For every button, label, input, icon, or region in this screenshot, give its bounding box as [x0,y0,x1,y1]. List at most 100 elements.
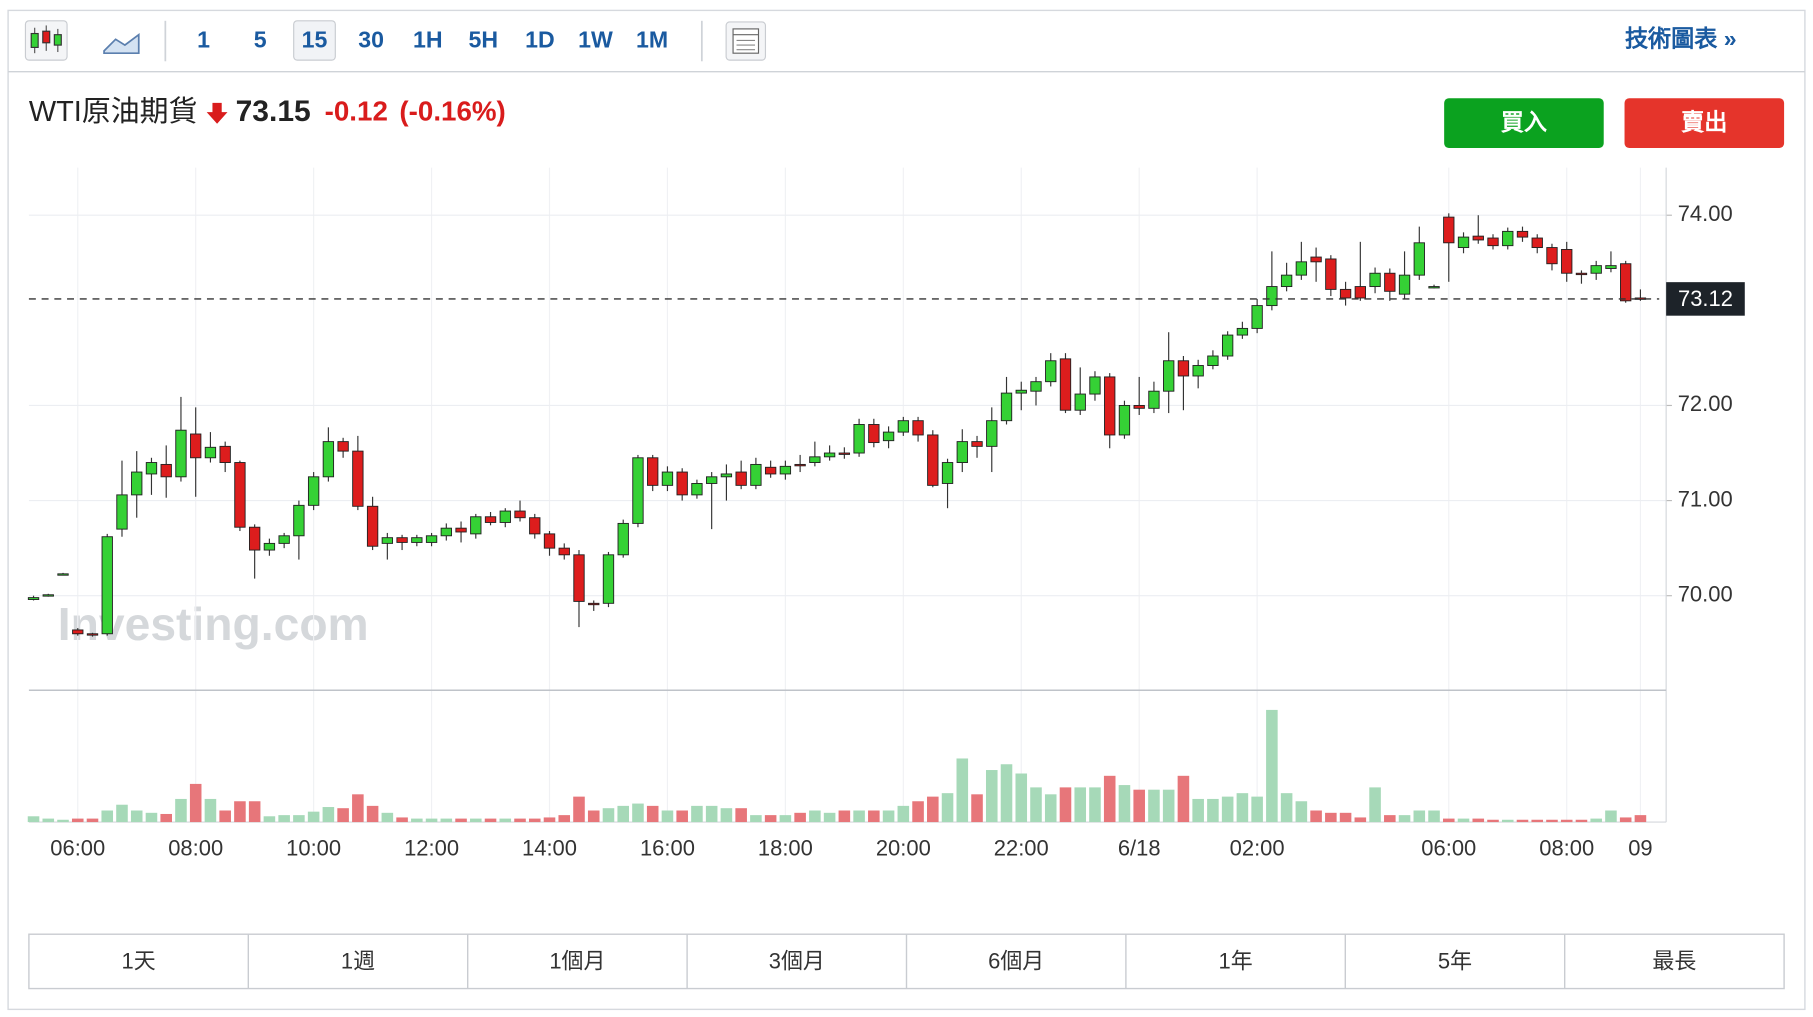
x-tick-label: 12:00 [404,836,459,861]
sell-button[interactable]: 賣出 [1624,98,1785,148]
range-button[interactable]: 1天 [122,948,156,973]
candle [1620,260,1632,303]
interval-button[interactable]: 1H [413,27,443,53]
range-button[interactable]: 5年 [1344,934,1472,989]
volume-bar [558,815,571,823]
area-type-button[interactable] [103,32,140,55]
interval-label: 1W [578,27,613,53]
interval-button[interactable]: 1 [197,27,210,53]
range-button[interactable]: 6個月 [905,934,1045,989]
candle-body [912,420,924,436]
candle [809,441,821,467]
volume-bar [101,810,114,823]
range-button[interactable]: 1個月 [467,934,606,989]
candle-body [1457,236,1470,249]
layout-button[interactable] [725,21,767,61]
candle-body [1059,358,1072,411]
candle [868,418,880,448]
last-price-label: 73.12 [1678,286,1733,311]
candle-body [927,434,939,486]
candle-body [470,516,482,535]
volume-bar [42,818,55,823]
volume-bar [1030,787,1042,823]
volume-bar [1634,815,1647,823]
candle [470,513,482,539]
range-button[interactable]: 1年 [1125,934,1253,989]
volume-bar [1295,801,1308,823]
interval-button[interactable]: 1D [525,27,555,53]
volume-bar [1074,787,1087,823]
interval-label: 15 [302,27,328,53]
volume-bar [307,811,320,823]
volume-bar [175,798,187,823]
volume-bar [985,770,998,823]
candle-body [1413,242,1425,276]
volume-bar [1251,796,1263,823]
candle-type-button[interactable] [24,20,68,61]
candle-body [1015,389,1027,394]
interval-button[interactable]: 15 [293,20,336,61]
range-label: 5年 [1438,948,1472,973]
candle-body [853,424,865,454]
candle [986,407,998,473]
volume-bar [1207,798,1219,823]
volume-bar [1118,785,1131,823]
candle [927,430,939,488]
range-button[interactable]: 最長 [1564,934,1697,989]
candle [1236,321,1249,339]
icon-stroke [42,30,51,44]
y-tick-label: 70.00 [1678,582,1733,607]
candle [1295,241,1308,280]
candle [175,396,187,482]
candle-body [1531,237,1543,249]
candle-body [691,483,703,496]
interval-label: 1 [197,27,210,53]
interval-button[interactable]: 1M [636,27,668,53]
candle [823,445,836,461]
candle-body [101,536,113,635]
candle-body [1030,381,1042,392]
technical-chart-link[interactable]: 技術圖表 » [1625,26,1737,52]
candle-body [1192,365,1204,377]
volume-bar [425,818,438,823]
volume-bar [455,818,467,823]
candle-body [1428,286,1440,289]
candle-body [190,433,202,459]
candle [411,534,423,547]
candle-body [1118,404,1131,436]
candle [86,632,99,637]
candle-body [1045,360,1057,383]
volume-bar [381,812,394,823]
candle-body [381,537,394,544]
candle-body [1620,263,1632,302]
interval-button[interactable]: 5 [254,27,267,53]
volume-bar [1457,818,1470,823]
candle [425,532,438,547]
volume-bar [263,816,276,823]
interval-button[interactable]: 30 [358,27,384,53]
candle [971,435,983,458]
buy-button[interactable]: 買入 [1444,98,1604,148]
candle [57,572,69,576]
candle [1030,376,1042,406]
candle-body [1295,261,1308,276]
candle-body [1089,376,1101,395]
candle-body [1148,390,1160,409]
candle-body [1398,274,1411,295]
volume-bar [1590,818,1602,823]
interval-button[interactable]: 1W [578,27,613,53]
range-button[interactable]: 1週 [247,934,375,989]
candle [1266,251,1278,311]
volume-bar [573,796,585,823]
candle [1561,241,1573,282]
volume-bar [941,793,954,823]
candle-body [735,471,747,486]
volume-bar [838,810,851,823]
candle [1413,226,1425,280]
interval-button[interactable]: 5H [469,27,499,53]
candle [882,426,895,449]
candle [647,454,659,492]
interval-label: 1D [525,27,555,53]
range-button[interactable]: 3個月 [686,934,825,989]
